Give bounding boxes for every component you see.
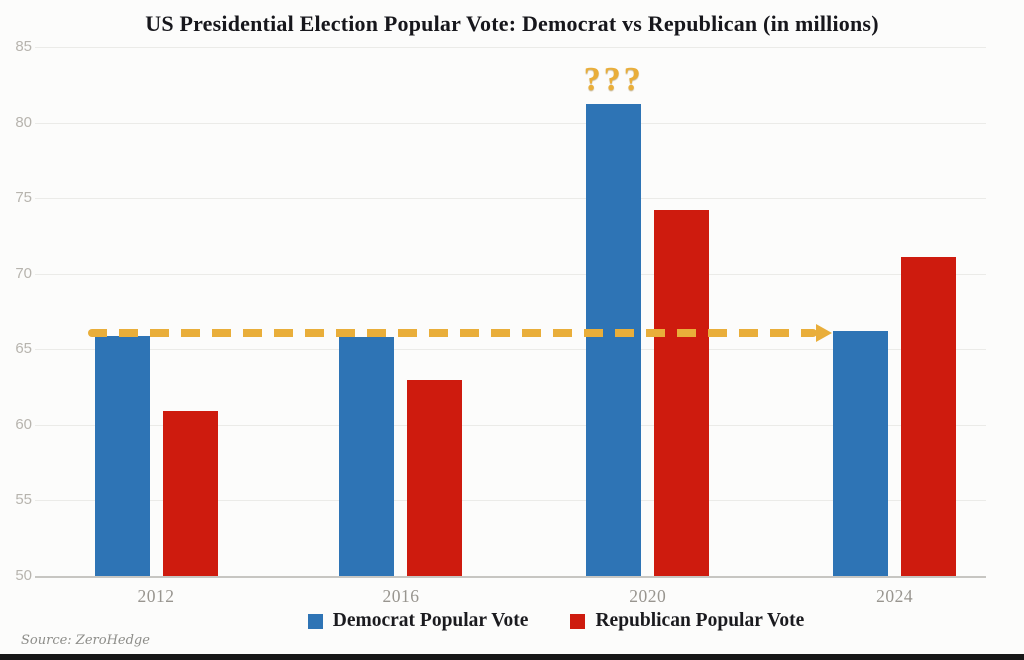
gridline [35,500,986,502]
source-credit: Source: ZeroHedge [21,633,150,648]
x-tick-label: 2020 [629,586,667,606]
question-marks-annotation: ??? [583,61,644,99]
trend-arrow-dashed-line [87,328,818,337]
gridline [35,424,986,426]
bar-republican-2016 [407,379,463,576]
legend-item-republican: Republican Popular Vote [570,610,804,632]
legend-item-democrat: Democrat Popular Vote [307,610,529,632]
x-axis-line [35,576,986,578]
bar-democrat-2024 [833,331,889,576]
gridline [35,273,986,275]
gridline [35,122,986,124]
y-tick-label: 65 [15,340,32,358]
bar-democrat-2020 [586,104,642,576]
x-tick-label: 2024 [876,586,914,606]
x-tick-label: 2012 [137,586,175,606]
democrat-swatch-icon [307,613,323,629]
bar-republican-2020 [654,210,710,576]
y-tick-label: 75 [15,189,32,207]
legend-label-republican: Republican Popular Vote [595,610,805,631]
legend: Democrat Popular Vote Republican Popular… [0,610,1024,632]
trend-arrow-head-icon [816,323,833,342]
y-tick-label: 70 [15,264,32,282]
bar-republican-2012 [162,411,218,576]
y-tick-label: 85 [15,38,32,56]
bottom-border [0,654,1024,660]
y-tick-label: 80 [15,113,32,131]
legend-label-democrat: Democrat Popular Vote [332,610,529,631]
y-tick-label: 50 [15,567,32,585]
gridline [35,198,986,200]
republican-swatch-icon [570,613,586,629]
gridline [35,349,986,351]
bar-democrat-2016 [339,337,395,576]
y-tick-label: 55 [15,491,32,509]
y-tick-label: 60 [15,416,32,434]
x-tick-label: 2016 [382,586,420,606]
bar-republican-2024 [901,257,957,576]
gridline [35,47,986,48]
chart-title: US Presidential Election Popular Vote: D… [145,11,879,36]
bar-democrat-2012 [94,335,150,576]
